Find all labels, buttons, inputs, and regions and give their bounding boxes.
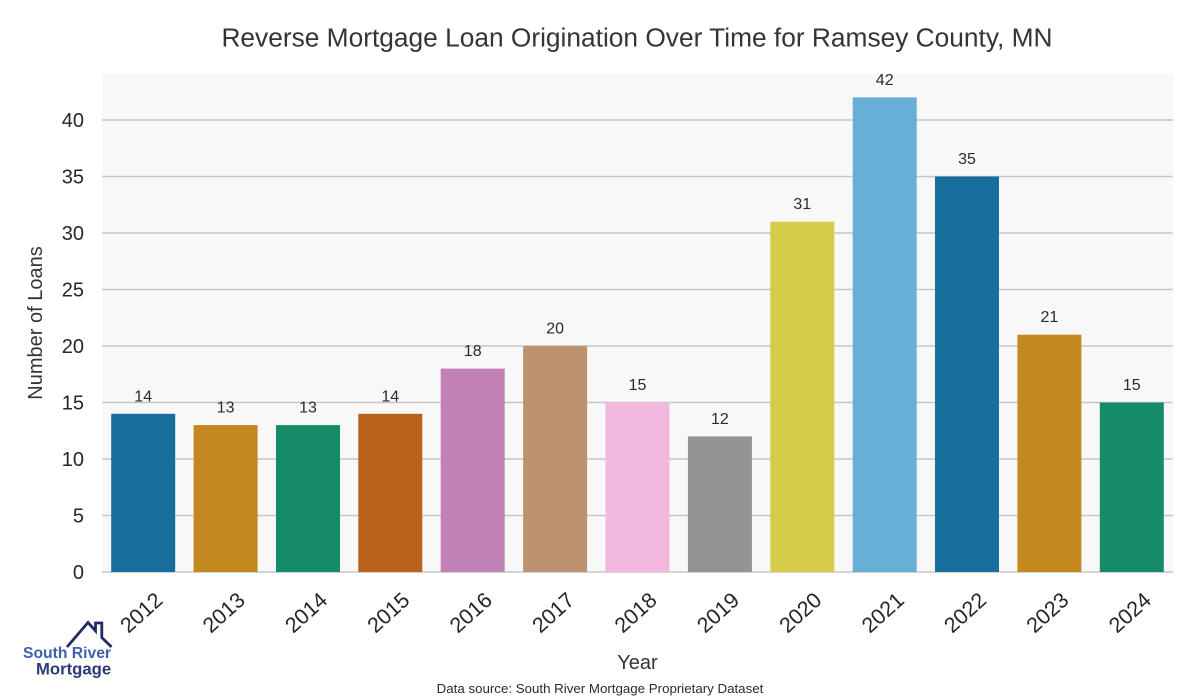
svg-text:13: 13: [217, 400, 235, 417]
svg-text:Reverse Mortgage Loan Originat: Reverse Mortgage Loan Origination Over T…: [221, 23, 1052, 53]
svg-text:5: 5: [73, 506, 84, 528]
svg-text:20: 20: [546, 321, 564, 338]
svg-text:31: 31: [793, 196, 811, 213]
svg-text:14: 14: [134, 388, 152, 405]
svg-text:Mortgage: Mortgage: [36, 660, 111, 679]
svg-text:30: 30: [62, 223, 84, 245]
svg-text:15: 15: [62, 393, 84, 415]
svg-text:South River: South River: [23, 645, 111, 662]
svg-text:42: 42: [876, 72, 894, 89]
svg-text:10: 10: [62, 449, 84, 471]
svg-text:Year: Year: [617, 652, 658, 674]
svg-text:15: 15: [629, 377, 647, 394]
svg-text:35: 35: [62, 167, 84, 189]
svg-text:13: 13: [299, 400, 317, 417]
svg-text:15: 15: [1123, 377, 1141, 394]
svg-text:0: 0: [73, 562, 84, 584]
svg-text:21: 21: [1041, 309, 1059, 326]
svg-text:Number of Loans: Number of Loans: [25, 246, 47, 399]
svg-text:12: 12: [711, 411, 729, 428]
svg-text:40: 40: [62, 110, 84, 132]
svg-text:14: 14: [381, 388, 399, 405]
svg-text:35: 35: [958, 151, 976, 168]
svg-text:Data source: South River Mortg: Data source: South River Mortgage Propri…: [437, 681, 764, 696]
svg-text:25: 25: [62, 280, 84, 302]
svg-text:18: 18: [464, 343, 482, 360]
svg-text:20: 20: [62, 336, 84, 358]
